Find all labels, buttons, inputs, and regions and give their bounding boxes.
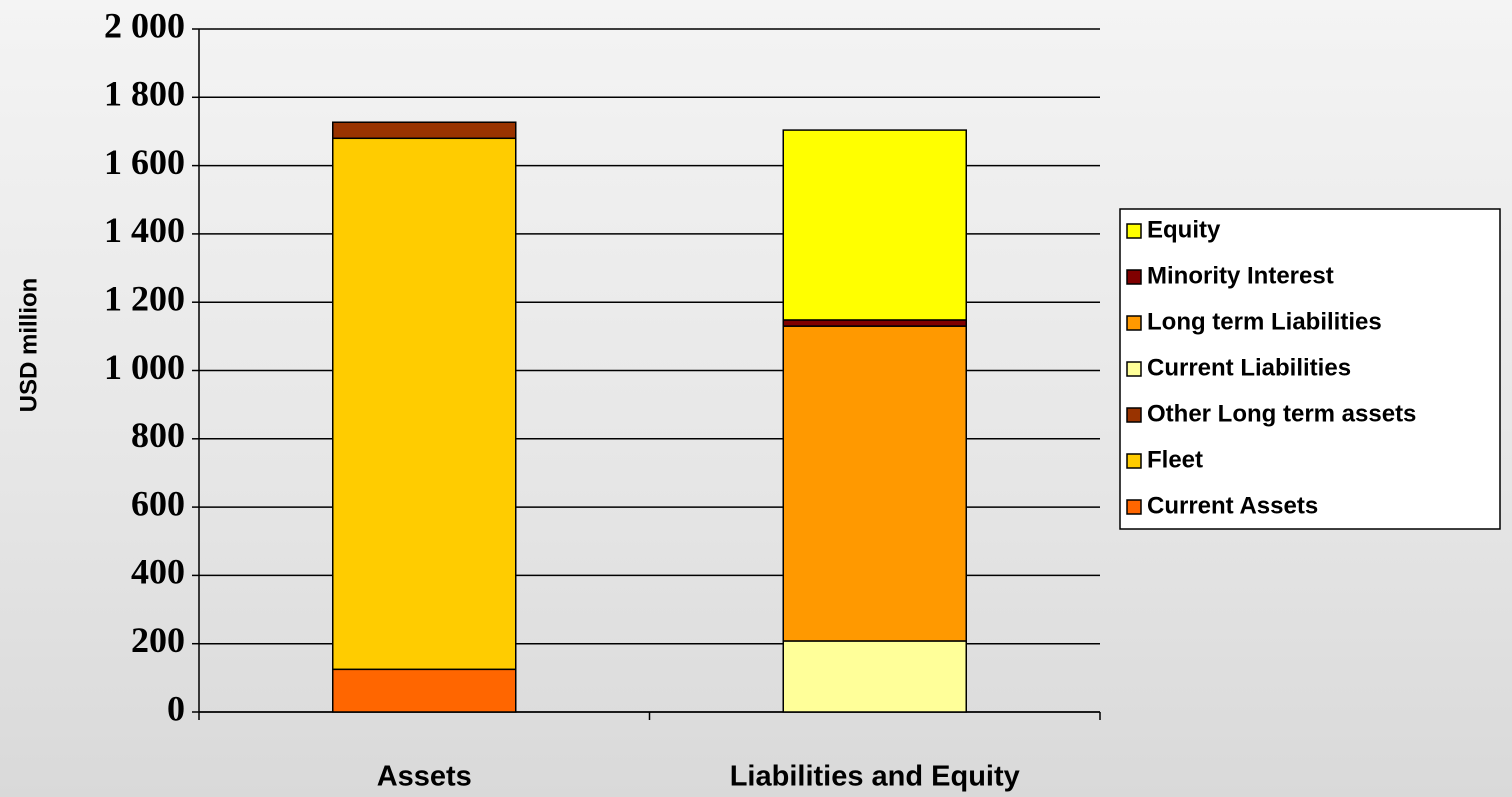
y-tick-label: 600 [131, 483, 185, 523]
legend-swatch [1126, 315, 1142, 331]
legend-swatch [1126, 269, 1142, 285]
y-tick-label: 0 [167, 688, 185, 728]
y-tick-label: 800 [131, 415, 185, 455]
bar-segment [332, 137, 517, 671]
y-tick-label: 400 [131, 552, 185, 592]
bar-segment [782, 129, 967, 321]
y-axis-label: USD million [15, 278, 42, 413]
y-tick-label: 2 000 [104, 5, 185, 45]
legend-swatch [1126, 223, 1142, 239]
y-tick-label: 1 600 [104, 142, 185, 182]
y-tick-label: 1 400 [104, 210, 185, 250]
y-tick-label: 1 200 [104, 278, 185, 318]
x-tick-label: Assets [377, 761, 472, 793]
legend-swatch [1126, 499, 1142, 515]
x-tick-label: Liabilities and Equity [730, 761, 1020, 793]
legend-label: Fleet [1147, 446, 1203, 473]
legend-label: Long term Liabilities [1147, 308, 1382, 335]
legend-label: Current Assets [1147, 492, 1318, 519]
legend-label: Other Long term assets [1147, 400, 1416, 427]
y-tick-label: 1 000 [104, 347, 185, 387]
bar-segment [782, 640, 967, 713]
bar-segment [332, 121, 517, 140]
legend-swatch [1126, 407, 1142, 423]
legend-label: Minority Interest [1147, 262, 1334, 289]
y-tick-label: 1 800 [104, 74, 185, 114]
bar-segment [782, 325, 967, 642]
y-tick-label: 200 [131, 620, 185, 660]
legend-label: Current Liabilities [1147, 354, 1351, 381]
bar-segment [332, 668, 517, 713]
legend-label: Equity [1147, 216, 1221, 243]
bar-segment [782, 319, 967, 327]
legend-swatch [1126, 361, 1142, 377]
legend-swatch [1126, 453, 1142, 469]
legend-box [1119, 208, 1501, 530]
